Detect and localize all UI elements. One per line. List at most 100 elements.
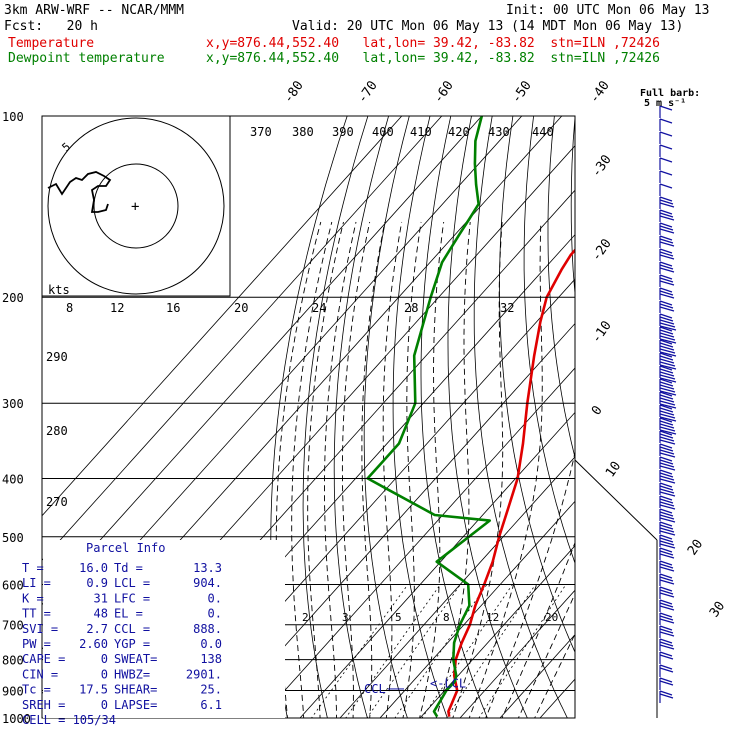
wind-barb-flag <box>659 157 673 163</box>
parcel-info-cell: K = <box>22 591 44 605</box>
wind-barb-flag <box>659 631 675 637</box>
parcel-info-cell: LCL = <box>114 576 150 590</box>
isotherm <box>539 678 575 718</box>
dry-adiabat <box>363 116 410 718</box>
isotherm <box>299 411 575 718</box>
mixing-ratio-line <box>478 584 567 718</box>
wind-barb-flag <box>659 508 673 514</box>
wind-barb-flag <box>659 605 675 611</box>
theta-e-label: 430 <box>488 125 510 139</box>
wind-barb-flag <box>659 332 675 338</box>
parcel-info-cell: SREH = <box>22 698 65 712</box>
wind-barb-flag <box>659 413 676 419</box>
isotherm-label: -80 <box>281 78 307 106</box>
wind-barb-flag <box>659 397 675 403</box>
parcel-info-cell: CCL = <box>114 622 150 636</box>
isotherm-label: 30 <box>707 599 728 620</box>
wind-barb-flag <box>659 248 673 254</box>
wind-barb-flag <box>659 290 674 296</box>
wind-barb-flag <box>659 488 675 494</box>
parcel-info-cell: CAPE = <box>22 652 65 666</box>
parcel-info-cell: 0. <box>208 607 222 621</box>
parcel-info-cell: SVI = <box>22 622 58 636</box>
hodograph-speed-label: 8 <box>66 301 73 315</box>
lcl-marker: <-LCL <box>430 677 466 691</box>
parcel-info-cell: 17.5 <box>79 683 108 697</box>
isotherm-label: -60 <box>431 78 457 106</box>
pressure-tick-label: 900 <box>2 684 24 698</box>
pressure-tick-label: 500 <box>2 531 24 545</box>
theta-e-label: 390 <box>332 125 354 139</box>
wind-barb-flag <box>659 420 674 426</box>
parcel-info-cell: 0 <box>101 698 108 712</box>
wind-barb-flag <box>659 342 674 348</box>
mixing-ratio-line <box>446 584 536 718</box>
hodograph-trace <box>47 171 112 213</box>
wind-barb-flag <box>659 592 675 598</box>
moist-adiabat <box>382 221 403 718</box>
wind-barb-flag <box>659 543 676 549</box>
wind-barb-flag <box>659 209 673 215</box>
moist-adiabat <box>324 221 357 718</box>
parcel-info-cell: Tc = <box>22 683 51 697</box>
parcel-info-cell: LI = <box>22 576 51 590</box>
wind-barb-flag <box>659 491 676 497</box>
parcel-info-cell: 25. <box>200 683 222 697</box>
wind-barb-flag <box>659 348 676 354</box>
wind-barb-flag <box>659 381 674 387</box>
wind-barb-flag <box>659 459 674 465</box>
parcel-info-cell: 0 <box>101 652 108 666</box>
wind-barb-flag <box>659 495 673 501</box>
parcel-info-cell: 0.9 <box>86 576 108 590</box>
dry-adiabat <box>523 116 575 565</box>
theta-e-label: 400 <box>372 125 394 139</box>
wind-barb-flag <box>659 287 673 293</box>
wind-barb-flag <box>659 241 675 247</box>
mixing-ratio-line <box>366 584 461 718</box>
parcel-info-cell: 31 <box>94 591 108 605</box>
wind-barb-flag <box>659 573 673 579</box>
isotherm <box>459 589 575 718</box>
wind-barb-flag <box>659 280 675 286</box>
dry-adiabat <box>392 116 448 718</box>
wind-barb-flag <box>659 387 676 393</box>
wind-barb-flag <box>659 202 675 208</box>
theta-label: 290 <box>46 350 68 364</box>
wind-barb-flag <box>659 300 673 306</box>
moist-adiabat <box>534 632 575 718</box>
parcel-info-cell: 6.1 <box>200 698 222 712</box>
wind-barb-flag <box>659 550 674 556</box>
barb-legend-units: 5 m s⁻¹ <box>644 98 686 109</box>
isotherm <box>42 116 483 606</box>
wind-barb-flag <box>659 576 674 582</box>
wind-barb-flag <box>659 534 673 540</box>
model-title: 3km ARW-WRF -- NCAR/MMM <box>4 3 185 18</box>
hodograph-frame <box>41 115 231 297</box>
wind-barb-flag <box>659 540 675 546</box>
mixing-ratio-label: 3 <box>342 611 349 624</box>
wind-barb-flag <box>659 400 676 406</box>
hodograph-speed-label: 16 <box>166 301 180 315</box>
wind-barb-flag <box>659 264 674 270</box>
parcel-info-cell-line: CELL = 105/34 <box>22 713 116 727</box>
wind-barb-flag <box>659 196 673 202</box>
wind-barb-flag <box>659 316 674 322</box>
wind-barb-flag <box>659 628 674 634</box>
wind-barb-flag <box>659 504 676 510</box>
parcel-info-cell: 0 <box>101 667 108 681</box>
dry-adiabat <box>447 116 528 718</box>
wind-barb-flag <box>659 251 674 257</box>
wind-barb-flag <box>659 446 674 452</box>
pressure-tick-label: 400 <box>2 472 24 486</box>
wind-barb-flag <box>659 485 674 491</box>
dry-adiabat <box>699 116 740 731</box>
wind-barb-flag <box>659 514 675 520</box>
wind-barb-flag <box>659 313 673 319</box>
wind-barb-flag <box>659 537 674 543</box>
dry-adiabat <box>499 116 575 654</box>
mixing-ratio-line <box>421 584 513 718</box>
wind-barb-flag <box>659 325 677 331</box>
moist-adiabat <box>291 221 333 718</box>
dewpoint-profile <box>366 116 491 718</box>
